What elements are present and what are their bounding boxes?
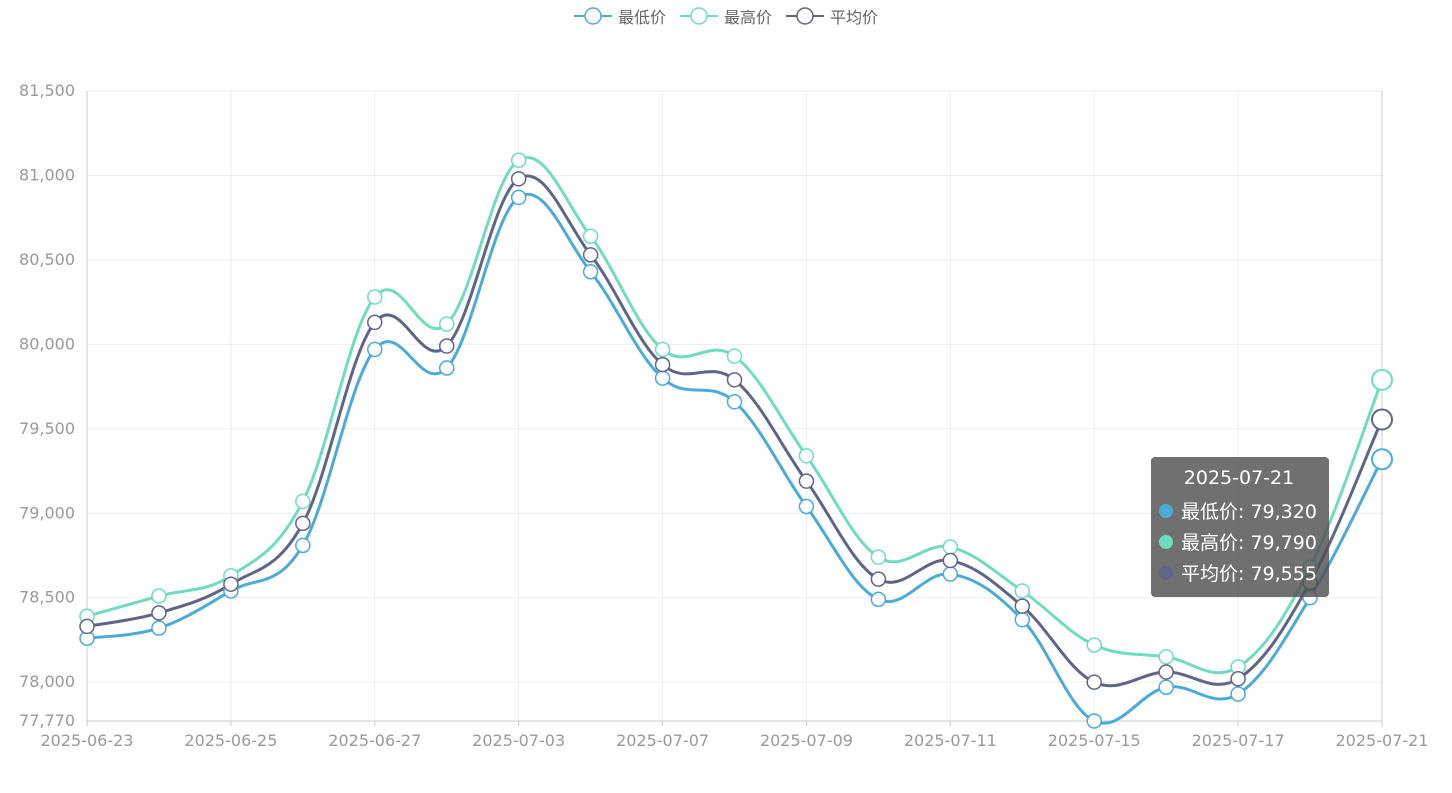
data-point-avg[interactable]	[1230, 671, 1246, 687]
data-point-high[interactable]	[1086, 637, 1102, 653]
series-line-high[interactable]	[86, 156, 1384, 675]
tooltip-row-avg: 平均价: 79,555	[1159, 557, 1319, 588]
data-point-low[interactable]	[1014, 611, 1031, 628]
data-point-avg[interactable]	[510, 171, 527, 187]
x-tick-label: 2025-07-07	[616, 731, 709, 750]
legend-marker-low-icon	[573, 7, 612, 25]
axes: 77,770 78,000 78,500 79,000 79,500 80,000 80,5…	[19, 81, 1428, 750]
data-point-high[interactable]	[870, 549, 887, 565]
y-tick-label: 78,000	[19, 672, 75, 691]
data-point-avg[interactable]	[438, 338, 455, 354]
data-point-avg[interactable]	[1158, 664, 1174, 680]
data-point-avg[interactable]	[582, 247, 599, 263]
x-tick-label: 2025-07-21	[1336, 731, 1429, 750]
data-point-high[interactable]	[798, 448, 815, 464]
x-tick-label: 2025-07-11	[904, 731, 997, 750]
x-tick-label: 2025-07-03	[472, 731, 565, 750]
legend-marker-high-icon	[679, 7, 718, 25]
legend-label-high: 最高价	[723, 8, 772, 27]
data-point-low[interactable]	[1371, 448, 1393, 471]
data-point-high[interactable]	[726, 348, 743, 364]
data-point-high[interactable]	[367, 289, 383, 305]
y-tick-label: 80,000	[19, 334, 75, 353]
data-point-low[interactable]	[870, 591, 887, 608]
legend-item-high[interactable]: 最高价	[679, 4, 772, 28]
legend: 最低价 最高价 平均价	[0, 4, 1452, 28]
series-group[interactable]	[79, 152, 1393, 729]
legend-marker-avg-icon	[786, 7, 824, 25]
data-point-avg[interactable]	[223, 576, 239, 592]
legend-label-avg: 平均价	[830, 8, 879, 27]
data-point-low[interactable]	[438, 360, 455, 376]
legend-item-avg[interactable]: 平均价	[786, 4, 878, 28]
x-tick-label: 2025-06-23	[41, 731, 134, 750]
data-point-high[interactable]	[510, 152, 527, 168]
y-tick-label: 81,000	[19, 165, 75, 184]
tooltip-row-high: 最高价: 79,790	[1159, 526, 1319, 557]
data-point-low[interactable]	[510, 189, 527, 206]
data-point-avg[interactable]	[798, 473, 815, 489]
data-point-avg[interactable]	[367, 314, 383, 331]
data-point-high[interactable]	[1158, 649, 1174, 665]
data-point-low[interactable]	[726, 394, 743, 410]
data-point-high[interactable]	[438, 316, 455, 332]
data-point-avg[interactable]	[942, 552, 959, 569]
data-point-avg[interactable]	[870, 571, 887, 587]
tooltip-row-low: 最低价: 79,320	[1159, 495, 1319, 526]
y-tick-label: 79,500	[19, 419, 75, 438]
data-point-high[interactable]	[1014, 583, 1031, 599]
data-point-low[interactable]	[151, 620, 167, 636]
y-tick-label: 79,000	[19, 503, 75, 522]
data-point-low[interactable]	[367, 341, 383, 358]
data-point-avg[interactable]	[726, 372, 743, 388]
data-point-low[interactable]	[654, 370, 671, 386]
data-point-high[interactable]	[654, 341, 671, 358]
data-point-avg[interactable]	[79, 618, 95, 635]
y-tick-label: 80,500	[19, 250, 75, 269]
data-point-high[interactable]	[151, 588, 167, 604]
data-point-low[interactable]	[295, 537, 311, 554]
data-point-high[interactable]	[942, 539, 959, 555]
y-tick-label: 78,500	[19, 588, 75, 607]
legend-item-low[interactable]: 最低价	[573, 4, 666, 28]
data-point-low[interactable]	[582, 263, 599, 280]
tooltip-dot-avg-icon	[1159, 565, 1173, 580]
data-point-avg[interactable]	[1086, 674, 1102, 690]
data-point-high[interactable]	[1371, 368, 1393, 391]
data-point-avg[interactable]	[654, 356, 671, 373]
data-point-avg[interactable]	[151, 605, 167, 621]
tooltip-value-low: 最低价: 79,320	[1181, 501, 1317, 523]
y-tick-label: 77,770	[19, 711, 75, 730]
y-tick-label: 81,500	[19, 81, 75, 100]
series-line-avg[interactable]	[86, 174, 1384, 688]
tooltip-dot-low-icon	[1159, 503, 1173, 518]
tooltip-value-high: 最高价: 79,790	[1181, 532, 1317, 554]
legend-label-low: 最低价	[617, 8, 666, 27]
data-point-low[interactable]	[1086, 713, 1102, 729]
data-point-high[interactable]	[582, 228, 599, 245]
data-point-avg[interactable]	[1371, 408, 1393, 431]
tooltip-dot-high-icon	[1159, 534, 1173, 549]
tooltip: 2025-07-21 最低价: 79,320 最高价: 79,790 平均价: …	[1151, 457, 1329, 597]
tooltip-title: 2025-07-21	[1183, 467, 1295, 489]
tooltip-value-avg: 平均价: 79,555	[1181, 563, 1317, 585]
x-tick-label: 2025-07-15	[1048, 731, 1141, 750]
data-point-low[interactable]	[1158, 679, 1174, 695]
x-tick-label: 2025-07-09	[760, 731, 853, 750]
x-tick-label: 2025-06-27	[328, 731, 421, 750]
data-point-avg[interactable]	[1014, 598, 1031, 614]
data-point-low[interactable]	[1230, 686, 1246, 702]
data-point-avg[interactable]	[295, 515, 311, 532]
data-point-high[interactable]	[295, 493, 311, 510]
x-tick-label: 2025-06-25	[184, 731, 277, 750]
data-point-low[interactable]	[942, 566, 959, 582]
x-tick-label: 2025-07-17	[1192, 731, 1285, 750]
data-point-low[interactable]	[798, 498, 815, 515]
